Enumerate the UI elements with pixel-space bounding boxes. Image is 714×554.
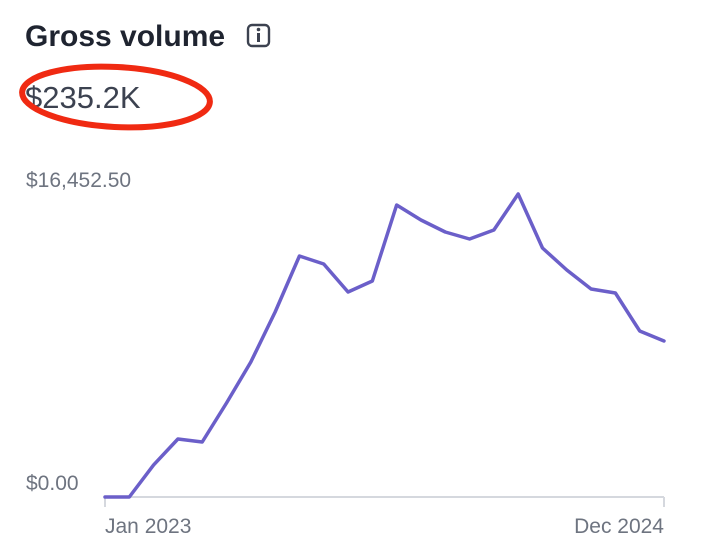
y-tick-label: $16,452.50: [26, 169, 131, 192]
total-value: $235.2K: [25, 80, 141, 115]
info-icon-frame: [246, 23, 271, 48]
info-icon[interactable]: [246, 23, 271, 48]
line-series: [103, 192, 666, 499]
chart-title: Gross volume: [25, 20, 225, 53]
highlight-circle: [19, 63, 213, 131]
x-tick-label: Dec 2024: [574, 515, 664, 538]
info-icon-bar: [257, 33, 260, 42]
info-icon-dot: [256, 27, 261, 32]
x-tick-label: Jan 2023: [105, 515, 191, 538]
y-tick-label: $0.00: [26, 472, 79, 495]
